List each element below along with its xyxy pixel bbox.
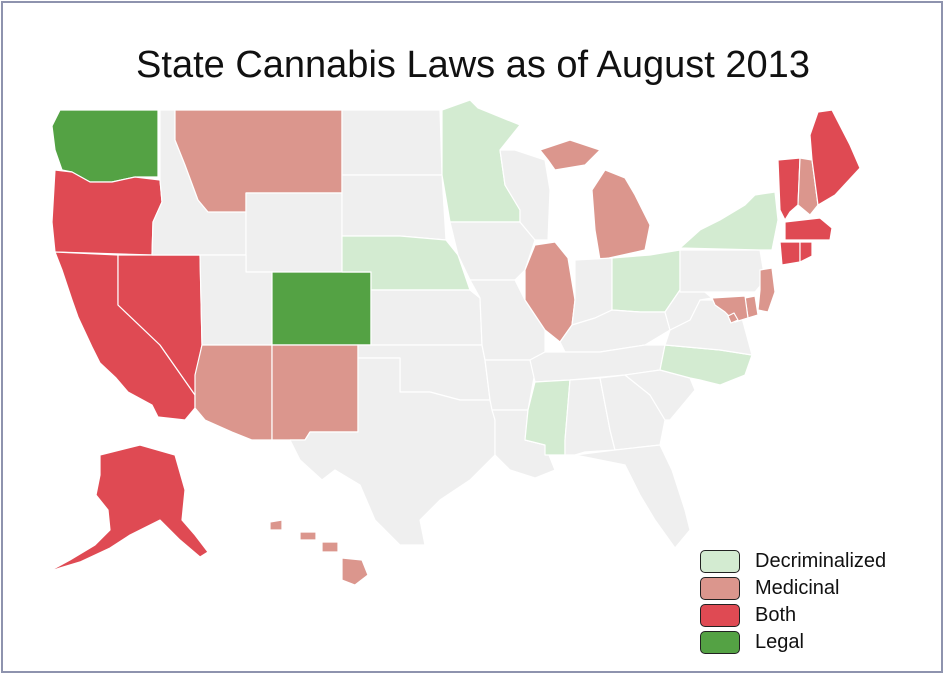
state-ri (799, 241, 813, 263)
state-wy (245, 192, 343, 273)
state-ma (784, 217, 833, 241)
legend-item-decriminalized: Decriminalized (700, 548, 886, 575)
legend-item-medicinal: Medicinal (700, 575, 886, 602)
state-or (51, 169, 163, 256)
state-nj (757, 267, 776, 313)
legend-swatch-medicinal (700, 577, 740, 600)
state-tx (289, 357, 496, 546)
state-vt (777, 157, 801, 221)
legend-label: Medicinal (755, 577, 840, 599)
state-nd (341, 109, 443, 176)
legend-label: Both (755, 604, 797, 626)
state-nh (797, 157, 819, 216)
state-ny (679, 191, 779, 251)
state-nm (271, 344, 359, 441)
state-az (194, 344, 273, 441)
map-title: State Cannabis Laws as of August 2013 (136, 44, 810, 86)
state-hi (269, 519, 369, 586)
state-ar (484, 359, 536, 411)
state-ct (779, 241, 801, 266)
state-mi (539, 139, 651, 261)
legend: Decriminalized Medicinal Both Legal (700, 548, 886, 656)
legend-label: Decriminalized (755, 550, 887, 572)
legend-swatch-legal (700, 631, 740, 654)
state-ks (370, 289, 483, 346)
state-oh (611, 249, 681, 313)
legend-item-both: Both (700, 602, 886, 629)
legend-swatch-both (700, 604, 740, 627)
state-sd (341, 174, 447, 241)
state-pa (679, 249, 766, 293)
state-wi (499, 149, 551, 241)
legend-item-legal: Legal (700, 629, 886, 656)
state-fl (574, 444, 691, 549)
state-me (809, 109, 861, 206)
state-co (271, 271, 372, 346)
state-ak (47, 444, 209, 573)
state-md (711, 295, 749, 323)
legend-label: Legal (755, 631, 804, 653)
state-dc (727, 312, 739, 324)
legend-swatch-decriminalized (700, 550, 740, 573)
